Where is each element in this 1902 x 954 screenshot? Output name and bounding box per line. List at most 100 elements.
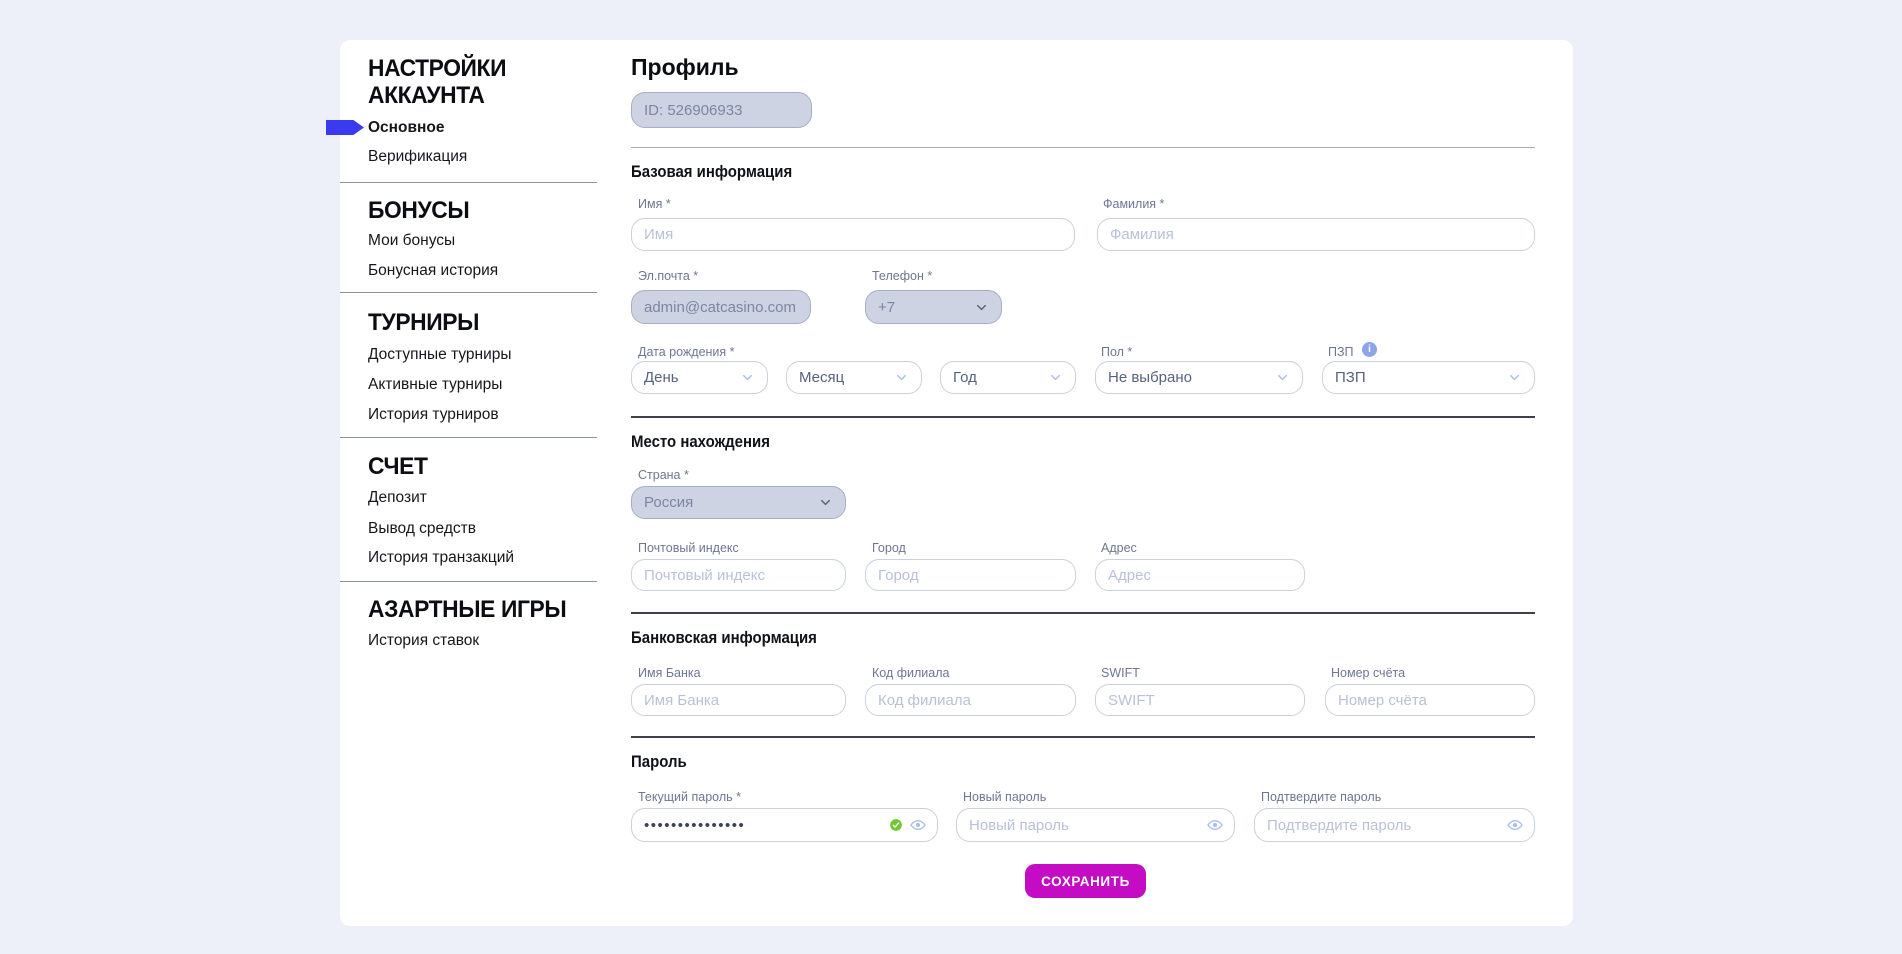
first-name-field[interactable] (631, 218, 1075, 251)
pzp-value: ПЗП (1335, 369, 1366, 386)
sidebar-item-transaction-history[interactable]: История транзакций (368, 549, 515, 566)
valid-check-icon (890, 819, 902, 831)
sidebar-item-withdrawal[interactable]: Вывод средств (368, 520, 476, 537)
bank-name-label: Имя Банка (638, 666, 701, 680)
account-number-label: Номер счёта (1331, 666, 1406, 680)
chevron-down-icon (977, 304, 986, 310)
sidebar-item-available-tournaments[interactable]: Доступные турниры (368, 346, 512, 363)
confirm-password-input[interactable] (1267, 816, 1500, 834)
bank-info-heading: Банковская информация (631, 628, 817, 647)
section-divider (631, 147, 1535, 148)
sidebar-divider (340, 292, 597, 293)
basic-info-heading: Базовая информация (631, 162, 793, 181)
swift-field[interactable] (1095, 684, 1305, 716)
branch-code-label: Код филиала (872, 666, 950, 680)
sidebar-heading-tournaments: ТУРНИРЫ (368, 309, 480, 336)
sidebar-heading-bonuses: БОНУСЫ (368, 197, 470, 224)
chevron-down-icon (897, 374, 906, 381)
current-password-input[interactable] (644, 816, 879, 834)
postal-code-label: Почтовый индекс (638, 541, 739, 555)
chevron-down-icon (1510, 374, 1519, 381)
city-label: Город (872, 541, 906, 555)
country-select: Россия (631, 486, 846, 519)
chevron-down-icon (1051, 374, 1060, 381)
swift-input[interactable] (1108, 691, 1292, 709)
sidebar-item-deposit[interactable]: Депозит (368, 489, 427, 506)
profile-id-value (644, 101, 799, 119)
new-password-input[interactable] (969, 816, 1200, 834)
email-input (644, 298, 798, 316)
bank-name-input[interactable] (644, 691, 833, 709)
sidebar-item-tournament-history[interactable]: История турниров (368, 406, 499, 423)
birth-year-select[interactable]: Год (940, 361, 1076, 394)
sidebar-heading-account-settings: НАСТРОЙКИ АККАУНТА (368, 55, 507, 109)
new-password-label: Новый пароль (963, 790, 1047, 804)
last-name-input[interactable] (1110, 226, 1522, 243)
account-number-field[interactable] (1325, 684, 1535, 716)
birth-day-value: День (644, 369, 679, 386)
birth-month-select[interactable]: Месяц (786, 361, 922, 394)
phone-code-select: +7 (865, 290, 1002, 324)
save-button[interactable]: СОХРАНИТЬ (1025, 864, 1146, 898)
section-divider (631, 736, 1535, 738)
sidebar-item-bonus-history[interactable]: Бонусная история (368, 262, 499, 279)
bank-name-field[interactable] (631, 684, 846, 716)
eye-icon[interactable] (1507, 817, 1523, 833)
confirm-password-label: Подтвердите пароль (1261, 790, 1382, 804)
sidebar-divider (340, 581, 597, 582)
chevron-down-icon (821, 499, 830, 506)
chevron-down-icon (743, 374, 752, 381)
birth-month-value: Месяц (799, 369, 845, 386)
new-password-field[interactable] (956, 808, 1235, 842)
sidebar-heading-gambling: АЗАРТНЫЕ ИГРЫ (368, 596, 567, 623)
postal-code-field[interactable] (631, 559, 846, 591)
account-number-input[interactable] (1338, 691, 1522, 709)
sidebar-item-verification[interactable]: Верификация (368, 148, 468, 165)
city-field[interactable] (865, 559, 1076, 591)
sidebar-divider (340, 182, 597, 183)
sidebar-divider (340, 437, 597, 438)
section-divider (631, 416, 1535, 418)
sidebar-heading-account: СЧЕТ (368, 453, 428, 480)
birth-date-label: Дата рождения * (638, 345, 735, 359)
city-input[interactable] (878, 566, 1063, 584)
section-divider (631, 612, 1535, 614)
gender-value: Не выбрано (1108, 369, 1192, 386)
current-password-label: Текущий пароль * (638, 790, 741, 804)
phone-label: Телефон * (872, 269, 933, 283)
last-name-field[interactable] (1097, 218, 1535, 251)
address-label: Адрес (1101, 541, 1137, 555)
sidebar-item-bet-history[interactable]: История ставок (368, 632, 480, 649)
confirm-password-field[interactable] (1254, 808, 1535, 842)
eye-icon[interactable] (1207, 817, 1223, 833)
country-value: Россия (644, 494, 694, 511)
branch-code-field[interactable] (865, 684, 1076, 716)
first-name-input[interactable] (644, 226, 1062, 243)
birth-year-value: Год (953, 369, 977, 386)
first-name-label: Имя * (638, 197, 671, 211)
birth-day-select[interactable]: День (631, 361, 768, 394)
sidebar-item-active-tournaments[interactable]: Активные турниры (368, 376, 503, 393)
info-icon[interactable]: i (1362, 342, 1377, 357)
phone-code-value: +7 (878, 298, 896, 316)
address-input[interactable] (1108, 566, 1292, 584)
pzp-label: ПЗП (1328, 345, 1354, 359)
postal-code-input[interactable] (644, 566, 833, 584)
email-label: Эл.почта * (638, 269, 699, 283)
password-heading: Пароль (631, 752, 687, 771)
swift-label: SWIFT (1101, 666, 1140, 680)
eye-icon[interactable] (910, 817, 926, 833)
chevron-down-icon (1278, 374, 1287, 381)
current-password-field[interactable] (631, 808, 938, 842)
address-field[interactable] (1095, 559, 1305, 591)
gender-select[interactable]: Не выбрано (1095, 361, 1303, 394)
sidebar-item-my-bonuses[interactable]: Мои бонусы (368, 232, 456, 249)
location-heading: Место нахождения (631, 432, 770, 451)
branch-code-input[interactable] (878, 691, 1063, 709)
account-settings-card: НАСТРОЙКИ АККАУНТА Основное Верификация … (326, 40, 1573, 926)
pzp-select[interactable]: ПЗП (1322, 361, 1535, 394)
sidebar-item-main[interactable]: Основное (368, 119, 445, 136)
country-label: Страна * (638, 468, 689, 482)
active-item-marker-icon (326, 120, 364, 135)
profile-id-field (631, 92, 812, 128)
